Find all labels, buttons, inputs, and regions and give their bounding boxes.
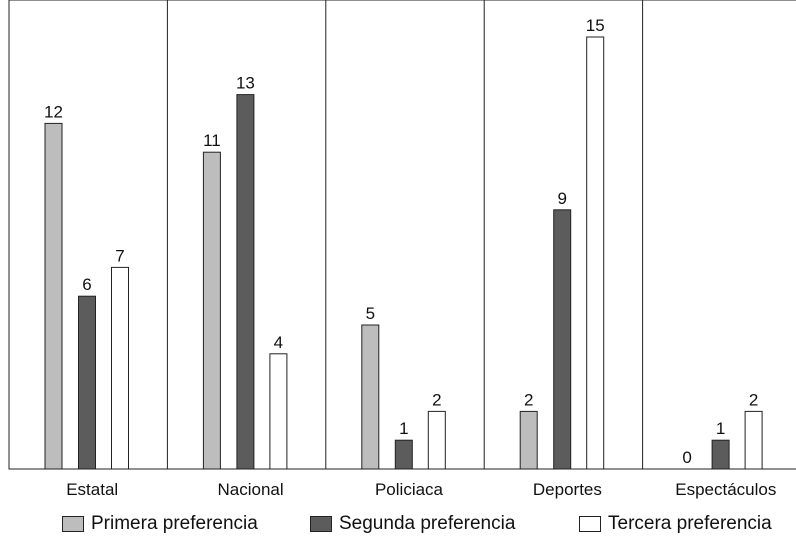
- bar-espectaculos-segunda-preferencia: [711, 439, 730, 470]
- data-label-nacional-segunda-preferencia: 13: [236, 74, 255, 93]
- legend-label-segunda: Segunda preferencia: [339, 513, 516, 534]
- legend-label-primera: Primera preferencia: [91, 513, 258, 534]
- data-label-policiaca-primera-preferencia: 5: [366, 304, 375, 323]
- bar-deportes-segunda-preferencia: [553, 209, 572, 470]
- data-label-policiaca-segunda-preferencia: 1: [399, 419, 408, 438]
- data-label-espectaculos-segunda-preferencia: 1: [716, 419, 725, 438]
- x-tick-label-nacional: Nacional: [218, 480, 284, 499]
- x-tick-label-deportes: Deportes: [533, 480, 602, 499]
- x-tick-label-estatal: Estatal: [66, 480, 118, 499]
- bar-chart: 1267Estatal11134Nacional512Policiaca2915…: [8, 0, 796, 499]
- legend-swatch-segunda: [310, 516, 332, 532]
- bar-nacional-tercera-preferencia: [269, 353, 288, 470]
- data-label-estatal-primera-preferencia: 12: [44, 102, 63, 121]
- data-label-espectaculos-tercera-preferencia: 2: [749, 390, 758, 409]
- legend-swatch-tercera: [579, 516, 601, 532]
- bar-deportes-tercera-preferencia: [586, 36, 605, 470]
- data-label-nacional-primera-preferencia: 11: [203, 131, 221, 150]
- data-label-estatal-segunda-preferencia: 6: [82, 275, 91, 294]
- bar-nacional-segunda-preferencia: [236, 94, 255, 470]
- bar-espectaculos-tercera-preferencia: [744, 410, 763, 470]
- bar-policiaca-segunda-preferencia: [394, 439, 413, 470]
- bar-estatal-primera-preferencia: [44, 122, 63, 470]
- data-label-policiaca-tercera-preferencia: 2: [432, 390, 441, 409]
- bar-policiaca-primera-preferencia: [361, 324, 380, 470]
- data-label-estatal-tercera-preferencia: 7: [115, 246, 124, 265]
- bar-estatal-tercera-preferencia: [111, 266, 129, 470]
- bar-estatal-segunda-preferencia: [78, 295, 96, 470]
- bar-policiaca-tercera-preferencia: [427, 410, 446, 470]
- legend: Primera preferencia Segunda preferencia …: [0, 512, 796, 536]
- legend-item-tercera: Tercera preferencia: [579, 512, 772, 536]
- data-label-deportes-segunda-preferencia: 9: [557, 189, 566, 208]
- legend-swatch-primera: [62, 516, 84, 532]
- legend-item-primera: Primera preferencia: [62, 512, 258, 536]
- bar-nacional-primera-preferencia: [202, 151, 221, 470]
- data-label-deportes-tercera-preferencia: 15: [586, 16, 605, 35]
- legend-label-tercera: Tercera preferencia: [608, 513, 772, 534]
- data-label-nacional-tercera-preferencia: 4: [274, 333, 283, 352]
- data-label-deportes-primera-preferencia: 2: [524, 390, 533, 409]
- x-tick-label-espectaculos: Espectáculos: [675, 480, 776, 499]
- data-label-espectaculos-primera-preferencia: 0: [682, 448, 691, 467]
- bar-deportes-primera-preferencia: [519, 410, 538, 470]
- x-tick-label-policiaca: Policiaca: [375, 480, 444, 499]
- legend-item-segunda: Segunda preferencia: [310, 512, 515, 536]
